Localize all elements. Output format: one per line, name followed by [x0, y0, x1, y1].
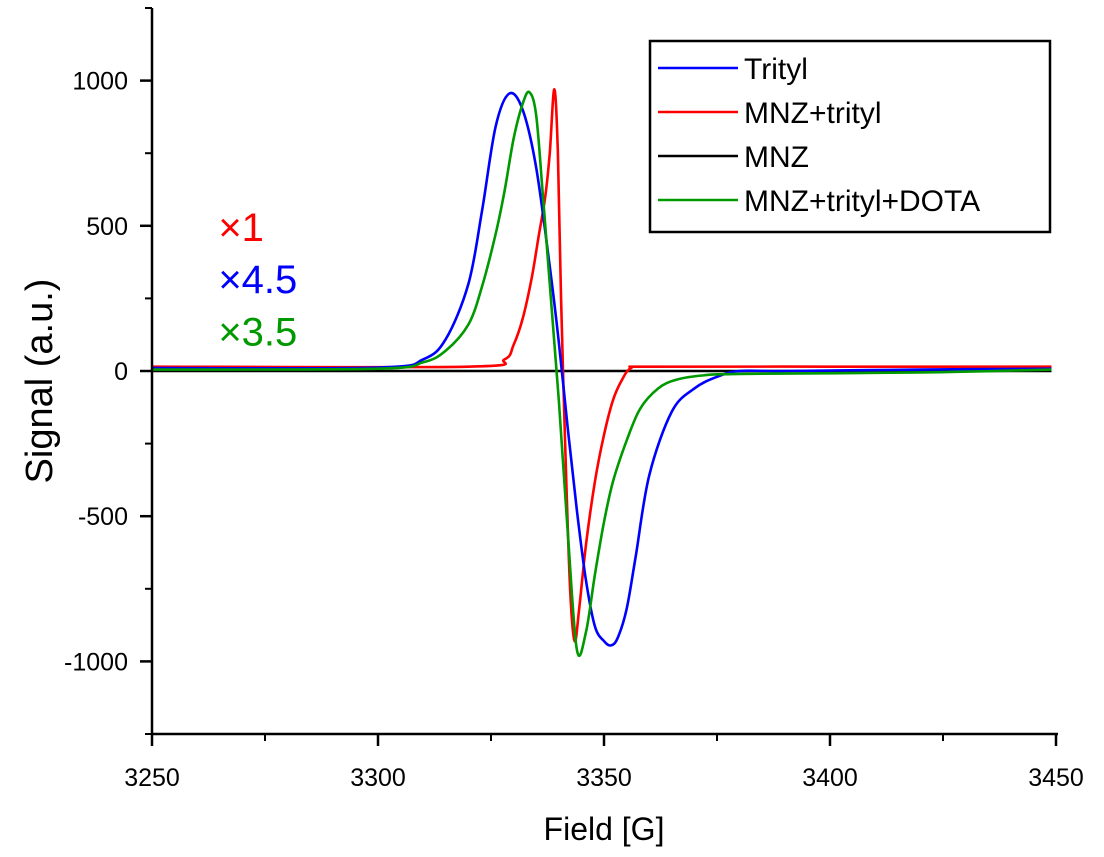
y-tick-label: -1000 — [64, 648, 128, 676]
scale-factor-label: ×4.5 — [218, 258, 297, 302]
scale-factor-label: ×1 — [218, 206, 264, 250]
x-tick-label: 3400 — [802, 764, 858, 792]
legend-label: MNZ+trityl — [744, 97, 882, 130]
series-layer — [151, 88, 1052, 658]
x-tick-label: 3350 — [576, 764, 632, 792]
plot-area — [151, 88, 1052, 658]
series-line-trityl — [151, 91, 1052, 647]
scale-annotations: ×1 ×4.5 ×3.5 — [218, 206, 297, 355]
x-tick-label: 3450 — [1028, 764, 1084, 792]
legend-label: MNZ — [744, 141, 809, 174]
series-line-mnz-trityl — [151, 88, 1052, 643]
scale-factor-label: ×3.5 — [218, 310, 297, 354]
x-tick-label: 3300 — [350, 764, 406, 792]
y-tick-label: 0 — [114, 358, 128, 386]
legend-label: Trityl — [744, 53, 808, 86]
x-axis-title: Field [G] — [544, 811, 665, 847]
axes: 3250 3300 3350 3400 3450 -1000 -500 0 500 1000 F… — [19, 7, 1084, 847]
x-tick-label: 3250 — [124, 764, 180, 792]
series-line-mnz-trityl-dota — [151, 90, 1052, 658]
y-tick-label: 500 — [86, 213, 128, 241]
legend: Trityl MNZ+trityl MNZ MNZ+trityl+DOTA — [648, 39, 1052, 234]
y-axis-title: Signal (a.u.) — [19, 279, 61, 484]
legend-items: Trityl MNZ+trityl MNZ MNZ+trityl+DOTA — [658, 53, 980, 218]
x-ticks: 3250 3300 3350 3400 3450 — [124, 734, 1084, 792]
y-tick-label: 1000 — [72, 68, 128, 96]
y-ticks: -1000 -500 0 500 1000 — [64, 7, 152, 735]
legend-label: MNZ+trityl+DOTA — [744, 185, 980, 218]
y-tick-label: -500 — [78, 503, 128, 531]
